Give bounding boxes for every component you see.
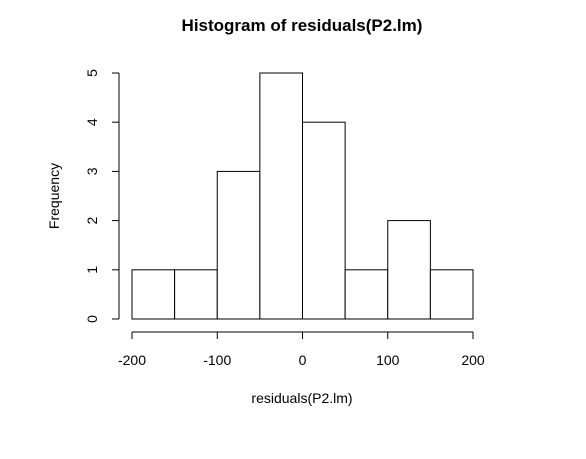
histogram-bar-7 (429, 269, 474, 320)
x-tick-label-4: 200 (461, 352, 485, 368)
y-tick-label-1: 1 (84, 266, 100, 274)
x-axis-label: residuals(P2.lm) (251, 390, 352, 406)
y-axis: 0 1 2 3 4 5 (84, 69, 120, 323)
histogram-bars (131, 72, 474, 320)
y-tick-label-0: 0 (84, 315, 100, 323)
y-tick-label-2: 2 (84, 216, 100, 224)
histogram-bar-6 (387, 220, 431, 320)
histogram-bar-3 (259, 72, 303, 320)
y-tick-label-5: 5 (84, 69, 100, 77)
histogram-bar-4 (302, 121, 346, 320)
y-tick-label-4: 4 (84, 118, 100, 126)
x-tick-label-2: 0 (299, 352, 307, 368)
histogram-bar-1 (174, 269, 218, 320)
histogram-bar-2 (216, 170, 261, 320)
chart-title: Histogram of residuals(P2.lm) (182, 16, 423, 35)
x-tick-label-3: 100 (376, 352, 400, 368)
x-tick-label-1: -100 (203, 352, 231, 368)
histogram-bar-5 (344, 269, 389, 320)
x-axis: -200 -100 0 100 200 (118, 331, 485, 368)
y-axis-label: Frequency (46, 163, 62, 229)
histogram-bar-0 (131, 269, 176, 320)
y-tick-label-3: 3 (84, 167, 100, 175)
x-tick-label-0: -200 (118, 352, 146, 368)
